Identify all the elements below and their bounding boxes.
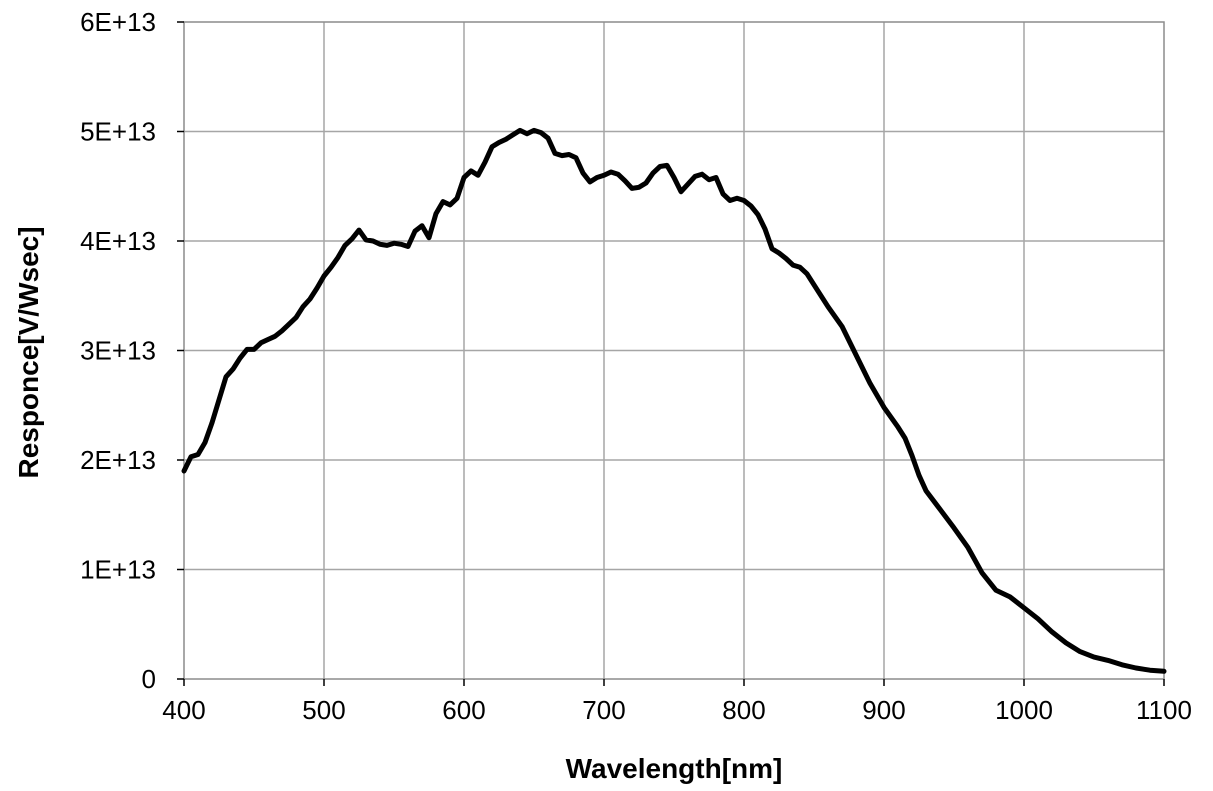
x-tick-labels: 400 500 600 700 800 900 1000 1100 [162,695,1192,725]
y-axis-title: Responce[V/Wsec] [13,226,44,478]
y-tick-label: 6E+13 [80,7,156,37]
x-tick-label: 1000 [995,695,1053,725]
axis-ticks [177,21,1165,686]
x-tick-label: 500 [302,695,345,725]
x-tick-label: 600 [442,695,485,725]
y-tick-label: 5E+13 [80,117,156,147]
series-line [181,127,1167,674]
x-tick-label: 700 [582,695,625,725]
x-tick-label: 400 [162,695,205,725]
grid [184,22,1164,679]
x-tick-label: 900 [862,695,905,725]
y-tick-label: 0 [142,664,156,694]
x-tick-label: 800 [722,695,765,725]
y-tick-labels: 0 1E+13 2E+13 3E+13 4E+13 5E+13 6E+13 [80,7,156,694]
x-tick-label: 1100 [1136,695,1192,725]
x-axis-title: Wavelength[nm] [566,753,783,784]
y-tick-label: 2E+13 [80,445,156,475]
y-tick-label: 1E+13 [80,555,156,585]
y-tick-label: 3E+13 [80,336,156,366]
y-tick-label: 4E+13 [80,226,156,256]
